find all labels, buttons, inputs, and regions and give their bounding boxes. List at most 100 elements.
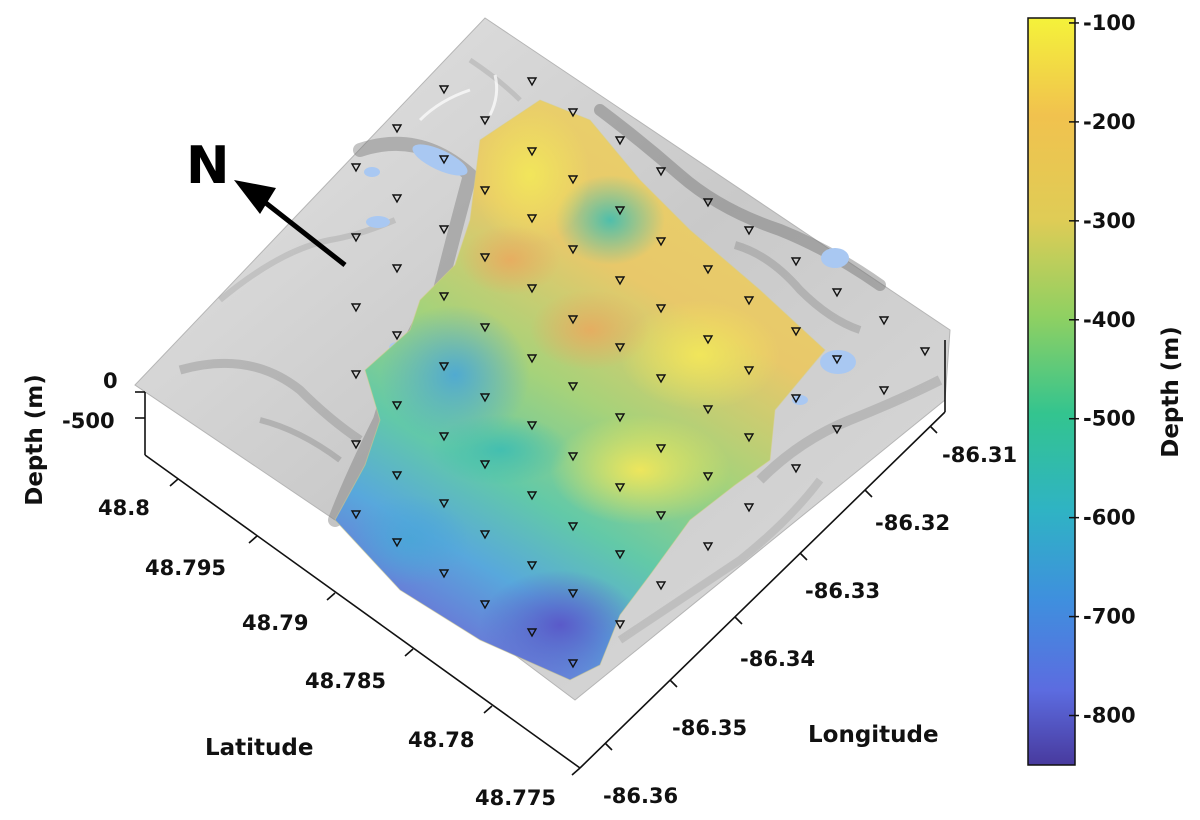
depth-blob: [380, 305, 530, 445]
colorbar-tick-label: -600: [1083, 506, 1136, 530]
axes-frame: [135, 340, 946, 776]
station-marker-icon: [438, 292, 450, 302]
colorbar-tick-label: -800: [1083, 704, 1136, 728]
colorbar: -100 -200 -300 -400 -500 -600 -700 -800 Depth (…: [1027, 11, 1184, 766]
station-marker-icon: [438, 569, 450, 579]
station-marker-icon: [350, 510, 362, 520]
terrain-ridge: [488, 74, 499, 116]
station-marker-icon: [878, 316, 890, 326]
terrain-ridge: [617, 477, 824, 644]
latitude-tick-label: 48.775: [475, 786, 556, 810]
longitude-tick-label: -86.31: [942, 443, 1017, 467]
latitude-tick-label: 48.8: [98, 496, 150, 520]
axis-ticks: [135, 391, 938, 776]
north-arrow: N: [186, 136, 347, 267]
depth-blob: [550, 415, 730, 525]
latitude-axis-line: [144, 454, 581, 769]
depth-tick-label: 0: [103, 369, 118, 393]
station-marker-icon: [350, 303, 362, 313]
station-marker-icon: [479, 530, 491, 540]
station-marker-icon: [526, 561, 538, 571]
station-marker-icon: [614, 206, 626, 216]
north-arrow-shaft: [260, 198, 347, 267]
station-marker-icon: [614, 620, 626, 630]
colorbar-ticks: -100 -200 -300 -400 -500 -600 -700 -800: [1069, 11, 1136, 728]
lake: [821, 248, 849, 268]
station-marker-icon: [526, 421, 538, 431]
station-marker-icon: [743, 366, 755, 376]
north-label: N: [186, 136, 230, 196]
station-marker-icon: [831, 425, 843, 435]
depth-axis-title: Depth (m): [22, 374, 48, 506]
station-marker-icon: [479, 116, 491, 126]
station-marker-icon: [655, 304, 667, 314]
station-marker-icon: [655, 444, 667, 454]
station-marker-icon: [702, 265, 714, 275]
longitude-tick-label: -86.32: [875, 511, 950, 535]
depth-blob: [470, 105, 590, 245]
longitude-tick-label: -86.35: [672, 716, 747, 740]
station-marker-icon: [350, 233, 362, 243]
station-marker-icon: [526, 214, 538, 224]
station-marker-icon: [702, 472, 714, 482]
station-marker-icon: [790, 257, 802, 267]
latitude-tick-label: 48.795: [145, 556, 226, 580]
station-marker-icon: [743, 503, 755, 513]
station-marker-icon: [655, 511, 667, 521]
station-marker-icon: [567, 315, 579, 325]
station-marker-icon: [479, 393, 491, 403]
lake: [364, 167, 380, 177]
depth-blob: [430, 415, 570, 485]
north-arrow-head: [234, 180, 276, 214]
terrain-ridge: [418, 88, 471, 122]
station-marker-icon: [567, 245, 579, 255]
depth-blob: [480, 570, 640, 680]
lake: [366, 216, 390, 228]
station-marker-icon: [526, 147, 538, 157]
station-marker-icon: [614, 136, 626, 146]
station-marker-icon: [350, 163, 362, 173]
station-marker-icon: [438, 225, 450, 235]
colorbar-tick-label: -100: [1083, 11, 1136, 35]
station-marker-icon: [526, 284, 538, 294]
station-marker-icon: [391, 401, 403, 411]
station-marker-icon: [702, 542, 714, 552]
station-marker-icon: [479, 253, 491, 263]
station-markers: [350, 77, 931, 669]
station-marker-icon: [526, 628, 538, 638]
colorbar-tick-label: -500: [1083, 407, 1136, 431]
station-marker-icon: [567, 522, 579, 532]
station-marker-icon: [614, 276, 626, 286]
latitude-axis-title: Latitude: [205, 735, 314, 761]
station-marker-icon: [567, 589, 579, 599]
station-marker-icon: [655, 581, 667, 591]
depth-surface-outline: [334, 99, 826, 681]
station-marker-icon: [831, 355, 843, 365]
station-marker-icon: [438, 432, 450, 442]
station-marker-icon: [614, 343, 626, 353]
latitude-tick-label: 48.79: [242, 611, 308, 635]
longitude-axis-line: [579, 411, 946, 769]
station-marker-icon: [391, 471, 403, 481]
station-marker-icon: [790, 327, 802, 337]
station-marker-icon: [878, 386, 890, 396]
longitude-tick-label: -86.36: [603, 784, 678, 808]
station-marker-icon: [438, 155, 450, 165]
station-marker-icon: [567, 175, 579, 185]
station-marker-icon: [567, 108, 579, 118]
station-marker-icon: [702, 198, 714, 208]
longitude-tick-label: -86.33: [805, 579, 880, 603]
station-marker-icon: [391, 264, 403, 274]
colorbar-tick-label: -400: [1083, 308, 1136, 332]
station-marker-icon: [391, 194, 403, 204]
station-marker-icon: [614, 550, 626, 560]
station-marker-icon: [567, 659, 579, 669]
station-marker-icon: [526, 491, 538, 501]
latitude-tick-label: 48.785: [305, 669, 386, 693]
lake: [412, 144, 468, 176]
station-marker-icon: [743, 226, 755, 236]
depth-blob: [530, 290, 650, 370]
station-marker-icon: [655, 374, 667, 384]
station-marker-icon: [438, 85, 450, 95]
